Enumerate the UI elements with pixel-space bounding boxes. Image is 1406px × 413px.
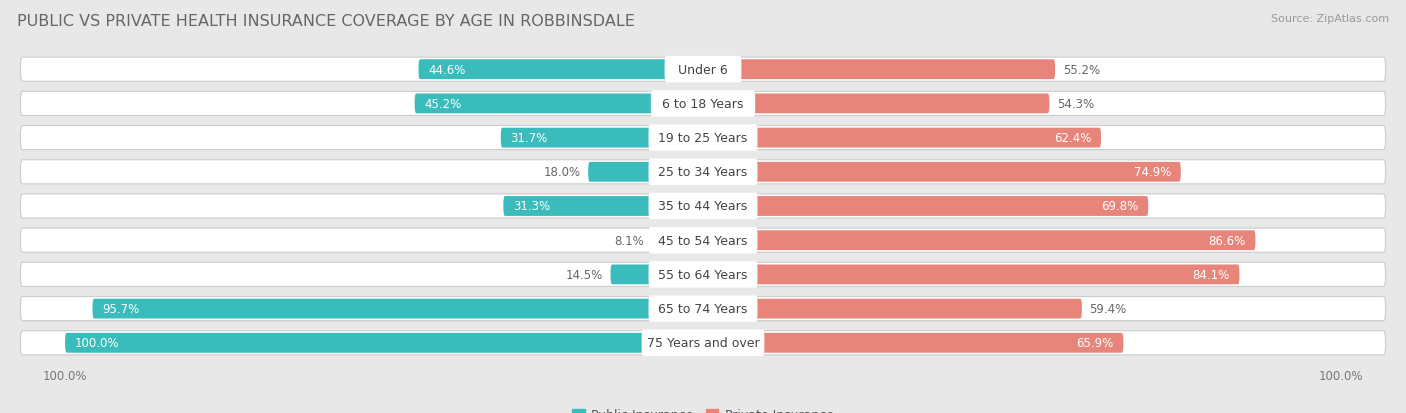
Text: Source: ZipAtlas.com: Source: ZipAtlas.com (1271, 14, 1389, 24)
FancyBboxPatch shape (65, 333, 703, 353)
FancyBboxPatch shape (703, 333, 1123, 353)
Text: 14.5%: 14.5% (565, 268, 603, 281)
Text: 25 to 34 Years: 25 to 34 Years (658, 166, 748, 179)
Text: 45 to 54 Years: 45 to 54 Years (658, 234, 748, 247)
FancyBboxPatch shape (648, 125, 758, 152)
FancyBboxPatch shape (651, 91, 755, 117)
FancyBboxPatch shape (665, 57, 741, 83)
FancyBboxPatch shape (21, 297, 1385, 321)
Text: 31.3%: 31.3% (513, 200, 550, 213)
Text: 6 to 18 Years: 6 to 18 Years (662, 97, 744, 111)
FancyBboxPatch shape (648, 159, 758, 185)
FancyBboxPatch shape (703, 60, 1054, 80)
FancyBboxPatch shape (648, 228, 758, 254)
FancyBboxPatch shape (501, 128, 703, 148)
FancyBboxPatch shape (588, 162, 703, 182)
FancyBboxPatch shape (21, 331, 1385, 355)
FancyBboxPatch shape (21, 263, 1385, 287)
FancyBboxPatch shape (503, 197, 703, 216)
FancyBboxPatch shape (21, 195, 1385, 218)
Text: 69.8%: 69.8% (1101, 200, 1139, 213)
FancyBboxPatch shape (703, 128, 1101, 148)
FancyBboxPatch shape (21, 160, 1385, 185)
FancyBboxPatch shape (419, 60, 703, 80)
FancyBboxPatch shape (703, 197, 1149, 216)
Text: 74.9%: 74.9% (1133, 166, 1171, 179)
Text: 45.2%: 45.2% (425, 97, 461, 111)
FancyBboxPatch shape (648, 296, 758, 322)
FancyBboxPatch shape (21, 92, 1385, 116)
FancyBboxPatch shape (703, 299, 1083, 319)
FancyBboxPatch shape (641, 330, 765, 356)
FancyBboxPatch shape (703, 231, 1256, 251)
FancyBboxPatch shape (610, 265, 703, 285)
Text: 54.3%: 54.3% (1057, 97, 1094, 111)
Text: Under 6: Under 6 (678, 64, 728, 76)
FancyBboxPatch shape (703, 94, 1049, 114)
FancyBboxPatch shape (651, 231, 703, 251)
Text: 44.6%: 44.6% (427, 64, 465, 76)
FancyBboxPatch shape (21, 58, 1385, 82)
Text: 86.6%: 86.6% (1209, 234, 1246, 247)
FancyBboxPatch shape (648, 261, 758, 288)
FancyBboxPatch shape (415, 94, 703, 114)
FancyBboxPatch shape (21, 228, 1385, 253)
Text: 62.4%: 62.4% (1054, 132, 1091, 145)
FancyBboxPatch shape (93, 299, 703, 319)
Text: 65 to 74 Years: 65 to 74 Years (658, 302, 748, 316)
Text: 65.9%: 65.9% (1077, 337, 1114, 349)
Text: 35 to 44 Years: 35 to 44 Years (658, 200, 748, 213)
Text: 84.1%: 84.1% (1192, 268, 1230, 281)
FancyBboxPatch shape (21, 126, 1385, 150)
Text: 100.0%: 100.0% (75, 337, 120, 349)
Text: 95.7%: 95.7% (103, 302, 139, 316)
Text: 75 Years and over: 75 Years and over (647, 337, 759, 349)
Text: 18.0%: 18.0% (543, 166, 581, 179)
Text: 31.7%: 31.7% (510, 132, 547, 145)
Text: 59.4%: 59.4% (1090, 302, 1126, 316)
Text: 19 to 25 Years: 19 to 25 Years (658, 132, 748, 145)
Text: 8.1%: 8.1% (614, 234, 644, 247)
Legend: Public Insurance, Private Insurance: Public Insurance, Private Insurance (567, 404, 839, 413)
FancyBboxPatch shape (703, 162, 1181, 182)
Text: 55.2%: 55.2% (1063, 64, 1099, 76)
FancyBboxPatch shape (648, 193, 758, 220)
Text: 55 to 64 Years: 55 to 64 Years (658, 268, 748, 281)
Text: PUBLIC VS PRIVATE HEALTH INSURANCE COVERAGE BY AGE IN ROBBINSDALE: PUBLIC VS PRIVATE HEALTH INSURANCE COVER… (17, 14, 634, 29)
FancyBboxPatch shape (703, 265, 1240, 285)
